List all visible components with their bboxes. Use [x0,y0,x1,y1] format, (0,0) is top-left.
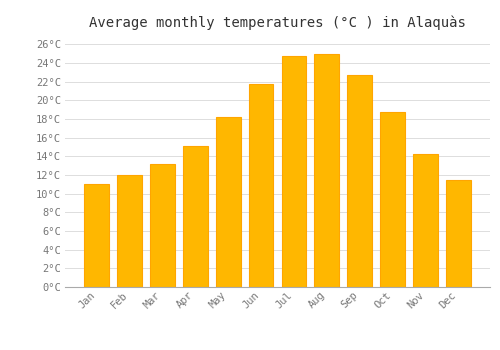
Bar [314,54,339,287]
Bar [84,184,109,287]
Bar [117,175,142,287]
Bar [183,146,208,287]
Bar [282,56,306,287]
Bar [216,117,240,287]
Bar [413,154,438,287]
Bar [348,75,372,287]
Bar [150,164,174,287]
Title: Average monthly temperatures (°C ) in Alaquàs: Average monthly temperatures (°C ) in Al… [89,15,466,30]
Bar [446,180,470,287]
Bar [380,112,405,287]
Bar [248,84,274,287]
